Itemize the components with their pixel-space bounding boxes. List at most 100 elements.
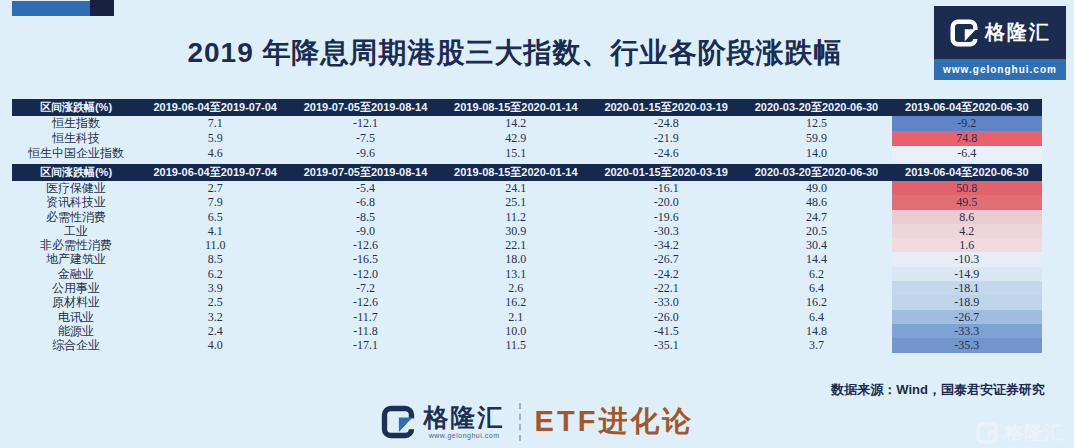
- row-label: 工业: [12, 224, 140, 238]
- cell-value: -9.0: [290, 224, 440, 238]
- cell-value: 6.2: [741, 267, 891, 281]
- row-label: 恒生指数: [12, 116, 140, 131]
- row-label: 恒生科技: [12, 131, 140, 146]
- column-header: 2019-08-15至2020-01-14: [441, 164, 591, 181]
- brand-name: 格隆汇: [985, 19, 1051, 46]
- gelonghui-g-icon: [380, 404, 416, 440]
- cell-value: -22.1: [591, 281, 741, 295]
- cell-value: 15.1: [441, 146, 591, 161]
- cell-value: 11.2: [441, 210, 591, 224]
- table-row: 电讯业3.2-11.72.1-26.06.4-26.7: [12, 310, 1042, 324]
- row-label: 综合企业: [12, 338, 140, 352]
- cell-value: -35.1: [591, 338, 741, 352]
- row-label: 资讯科技业: [12, 195, 140, 209]
- data-source-note: 数据来源：Wind，国泰君安证券研究: [831, 381, 1045, 399]
- cell-value: 14.8: [741, 324, 891, 338]
- cell-value: -8.5: [290, 210, 440, 224]
- watermark-gelonghui: 格隆汇: [975, 420, 1064, 446]
- cell-value: 1.6: [892, 238, 1042, 252]
- gelonghui-logo: 格隆汇: [934, 6, 1066, 59]
- cell-value: 12.5: [741, 116, 891, 131]
- table-row: 原材料业2.5-12.616.2-33.016.2-18.9: [12, 295, 1042, 309]
- table-row: 恒生指数7.1-12.114.2-24.812.5-9.2: [12, 116, 1042, 131]
- brand-website: www.gelonghui.com: [934, 59, 1066, 80]
- table-row: 工业4.1-9.030.9-30.320.54.2: [12, 224, 1042, 238]
- column-header: 2019-06-04至2019-07-04: [140, 99, 290, 116]
- cell-value: 4.1: [140, 224, 290, 238]
- cell-value: -30.3: [591, 224, 741, 238]
- cell-value: 49.0: [741, 181, 891, 195]
- cell-value: 13.1: [441, 267, 591, 281]
- cell-value: 6.2: [140, 267, 290, 281]
- cell-value: 14.4: [741, 252, 891, 266]
- cell-value: -24.6: [591, 146, 741, 161]
- cell-value: 10.0: [441, 324, 591, 338]
- cell-value: 49.5: [892, 195, 1042, 209]
- cell-value: 6.4: [741, 310, 891, 324]
- cell-value: 4.6: [140, 146, 290, 161]
- cell-value: 74.8: [892, 131, 1042, 146]
- column-header: 2019-08-15至2020-01-14: [441, 99, 591, 116]
- cell-value: -16.1: [591, 181, 741, 195]
- row-label: 恒生中国企业指数: [12, 146, 140, 161]
- column-header: 2020-03-20至2020-06-30: [741, 99, 891, 116]
- column-header: 2019-07-05至2019-08-14: [290, 99, 440, 116]
- gelonghui-g-icon: [949, 18, 979, 48]
- row-label: 能源业: [12, 324, 140, 338]
- page-title: 2019 年降息周期港股三大指数、行业各阶段涨跌幅: [0, 34, 1030, 72]
- cell-value: -9.2: [892, 116, 1042, 131]
- cell-value: 20.5: [741, 224, 891, 238]
- row-label: 原材料业: [12, 295, 140, 309]
- cell-value: 11.0: [140, 238, 290, 252]
- table-row: 恒生中国企业指数4.6-9.615.1-24.614.0-6.4: [12, 146, 1042, 161]
- table-row: 综合企业4.0-17.111.5-35.13.7-35.3: [12, 338, 1042, 352]
- table-row: 必需性消费6.5-8.511.2-19.624.78.6: [12, 210, 1042, 224]
- cell-value: 16.2: [741, 295, 891, 309]
- cell-value: -11.8: [290, 324, 440, 338]
- table-row: 金融业6.2-12.013.1-24.26.2-14.9: [12, 267, 1042, 281]
- cell-value: 22.1: [441, 238, 591, 252]
- cell-value: -19.6: [591, 210, 741, 224]
- cell-value: 48.6: [741, 195, 891, 209]
- footer-divider: [519, 403, 521, 441]
- cell-value: -7.5: [290, 131, 440, 146]
- column-header: 区间涨跌幅(%): [12, 99, 140, 116]
- column-header: 2019-06-04至2020-06-30: [892, 164, 1042, 181]
- table-row: 能源业2.4-11.810.0-41.514.8-33.3: [12, 324, 1042, 338]
- cell-value: 6.5: [140, 210, 290, 224]
- column-header: 2019-06-04至2019-07-04: [140, 164, 290, 181]
- industry-table: 区间涨跌幅(%)2019-06-04至2019-07-042019-07-05至…: [12, 164, 1042, 353]
- cell-value: 2.7: [140, 181, 290, 195]
- cell-value: 24.1: [441, 181, 591, 195]
- cell-value: 24.7: [741, 210, 891, 224]
- cell-value: 4.0: [140, 338, 290, 352]
- cell-value: 30.9: [441, 224, 591, 238]
- cell-value: 16.2: [441, 295, 591, 309]
- cell-value: 18.0: [441, 252, 591, 266]
- row-label: 必需性消费: [12, 210, 140, 224]
- cell-value: 59.9: [741, 131, 891, 146]
- column-header: 区间涨跌幅(%): [12, 164, 140, 181]
- cell-value: 5.9: [140, 131, 290, 146]
- cell-value: 11.5: [441, 338, 591, 352]
- cell-value: -9.6: [290, 146, 440, 161]
- row-label: 医疗保健业: [12, 181, 140, 195]
- gelonghui-g-icon: [975, 421, 999, 445]
- cell-value: 8.6: [892, 210, 1042, 224]
- gelonghui-logo-box: 格隆汇 www.gelonghui.com: [934, 6, 1066, 80]
- cell-value: -6.4: [892, 146, 1042, 161]
- cell-value: -26.7: [892, 310, 1042, 324]
- brand-name: 格隆汇: [424, 405, 505, 430]
- cell-value: -18.9: [892, 295, 1042, 309]
- cell-value: -18.1: [892, 281, 1042, 295]
- decor-bar-navy: [90, 0, 114, 16]
- cell-value: 3.9: [140, 281, 290, 295]
- cell-value: -24.2: [591, 267, 741, 281]
- row-label: 公用事业: [12, 281, 140, 295]
- cell-value: -12.0: [290, 267, 440, 281]
- cell-value: -26.0: [591, 310, 741, 324]
- etf-channel-label: ETF进化论: [535, 402, 695, 442]
- cell-value: -12.6: [290, 238, 440, 252]
- cell-value: 2.4: [140, 324, 290, 338]
- table-row: 非必需性消费11.0-12.622.1-34.230.41.6: [12, 238, 1042, 252]
